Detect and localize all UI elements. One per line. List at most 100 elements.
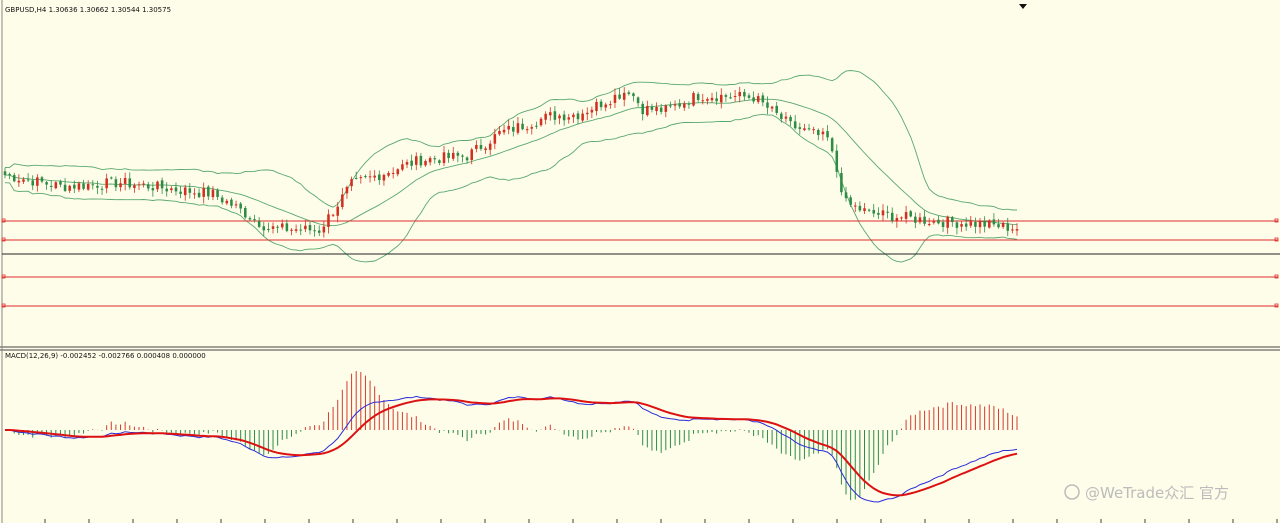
bull-candle (368, 176, 372, 178)
bear-candle (248, 218, 252, 220)
bull-candle (322, 226, 326, 233)
bull-candle (590, 109, 594, 113)
bull-candle (498, 130, 501, 135)
bull-candle (1011, 229, 1014, 231)
bull-candle (359, 177, 363, 179)
bull-candle (77, 183, 81, 190)
bear-candle (59, 181, 62, 185)
bull-candle (405, 162, 409, 165)
watermark-text: @WeTrade众汇 官方 (1085, 484, 1229, 502)
bear-candle (923, 216, 926, 224)
level-handle-left[interactable] (1, 274, 6, 279)
bear-candle (835, 150, 839, 172)
bear-candle (830, 138, 834, 152)
bull-candle (396, 169, 400, 175)
level-handle-left[interactable] (1, 237, 6, 242)
bull-candle (595, 101, 598, 112)
level-handle-left[interactable] (1, 218, 6, 223)
bull-candle (530, 127, 534, 129)
bull-candle (414, 156, 418, 165)
bull-candle (105, 178, 108, 189)
bull-candle (525, 129, 529, 131)
bull-candle (927, 224, 931, 226)
bear-candle (766, 102, 769, 108)
bear-candle (636, 97, 640, 104)
bull-candle (202, 188, 205, 197)
level-handle-right[interactable] (1274, 303, 1279, 308)
bull-candle (382, 174, 386, 181)
bull-candle (1001, 222, 1005, 227)
level-handle-right[interactable] (1274, 237, 1279, 242)
bear-candle (659, 107, 663, 112)
bear-candle (456, 152, 460, 156)
bear-candle (715, 98, 718, 102)
bear-candle (678, 103, 681, 107)
macd-signal-line (5, 397, 1018, 497)
bull-candle (655, 106, 658, 112)
bull-candle (119, 183, 122, 188)
bull-candle (225, 200, 229, 204)
bull-candle (932, 220, 936, 223)
macd-pane[interactable] (5, 371, 1278, 523)
bull-candle (493, 134, 497, 144)
bull-candle (345, 186, 349, 194)
bear-candle (687, 103, 691, 105)
bull-candle (904, 212, 908, 219)
bear-candle (724, 95, 728, 97)
bull-candle (170, 188, 173, 191)
bear-candle (45, 182, 48, 185)
bull-candle (960, 224, 963, 227)
bull-candle (137, 184, 141, 186)
bear-candle (40, 177, 44, 182)
bear-candle (179, 191, 182, 194)
bear-candle (576, 113, 580, 120)
bear-candle (73, 184, 76, 189)
bull-candle (784, 116, 788, 119)
bull-candle (336, 206, 339, 216)
bear-candle (650, 106, 654, 110)
bear-candle (914, 216, 917, 223)
level-handle-right[interactable] (1274, 274, 1279, 279)
bull-candle (646, 105, 649, 116)
bear-candle (410, 160, 413, 166)
level-handle-left[interactable] (1, 303, 6, 308)
bull-candle (539, 118, 543, 126)
bull-candle (156, 181, 159, 190)
bull-candle (86, 183, 90, 190)
bear-candle (3, 171, 7, 176)
bear-candle (91, 184, 95, 186)
bull-candle (54, 182, 58, 189)
bull-candle (803, 128, 806, 131)
bull-candle (558, 115, 561, 119)
bull-candle (442, 152, 446, 164)
bear-candle (220, 197, 224, 203)
bear-candle (12, 175, 16, 182)
shift-marker-icon[interactable] (1019, 4, 1027, 9)
level-handle-right[interactable] (1274, 218, 1279, 223)
bear-candle (844, 192, 848, 199)
bear-candle (553, 111, 557, 120)
bear-candle (317, 230, 321, 233)
bull-candle (812, 129, 815, 131)
bull-candle (271, 226, 275, 229)
bull-candle (280, 223, 284, 228)
bear-candle (729, 97, 732, 99)
bull-candle (36, 177, 39, 186)
bear-candle (747, 95, 751, 98)
bull-candle (350, 179, 353, 187)
bull-candle (719, 94, 723, 103)
bull-candle (123, 177, 127, 184)
bull-candle (946, 216, 949, 228)
bear-candle (941, 222, 945, 228)
bear-candle (100, 188, 104, 190)
bear-candle (151, 188, 155, 191)
bear-candle (983, 220, 986, 227)
bull-candle (549, 112, 552, 116)
bull-candle (609, 104, 612, 106)
bull-candle (17, 180, 21, 183)
bear-candle (313, 230, 316, 232)
